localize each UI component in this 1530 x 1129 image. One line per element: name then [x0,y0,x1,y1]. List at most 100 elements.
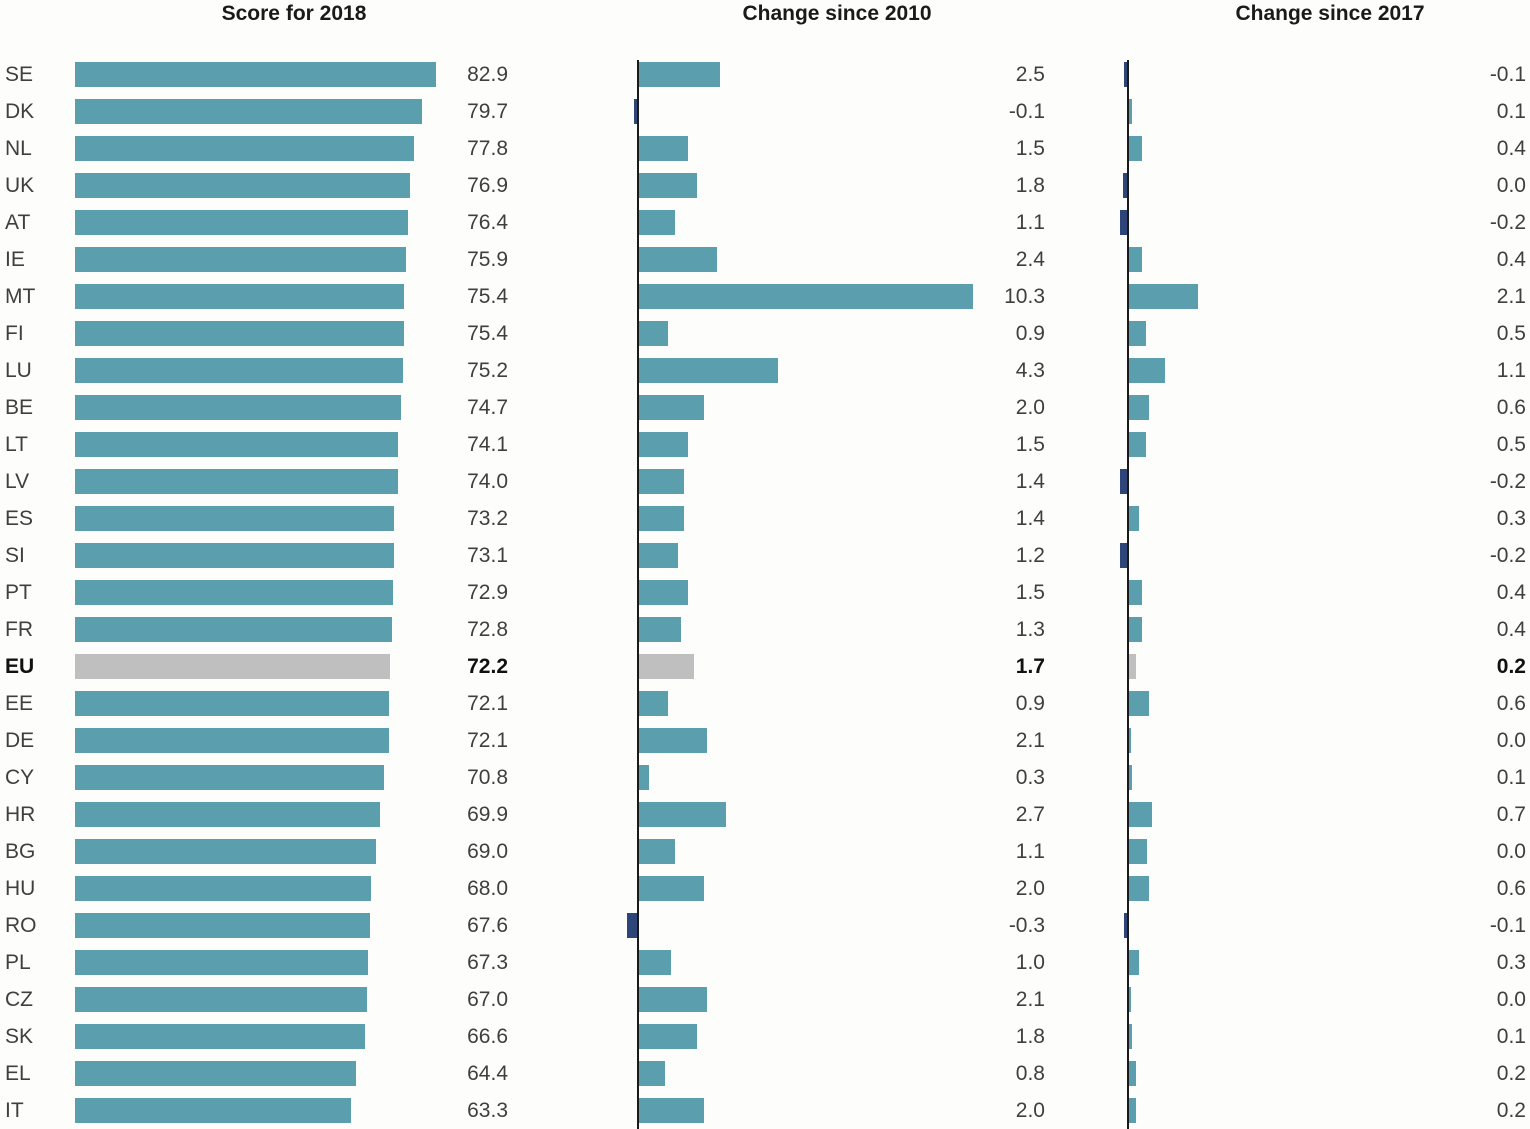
change-2017-value: -0.1 [1489,63,1526,86]
change-2010-bar [639,691,669,716]
change-2017-value: 0.6 [1496,877,1526,900]
change-2010-value: 1.3 [1015,618,1045,641]
change-2010-bar [639,506,685,531]
score-bar [75,358,403,383]
change-2017-bar [1129,654,1136,679]
change-2010-value: 2.0 [1015,396,1045,419]
change-2010-value: -0.1 [1008,100,1045,123]
score-value: 74.1 [467,433,508,456]
change-2010-bar [639,173,698,198]
score-value: 63.3 [467,1099,508,1122]
change-2010-value: 1.2 [1015,544,1045,567]
score-bar [75,580,393,605]
change-2017-value: 0.3 [1496,951,1526,974]
change-2017-value: 0.7 [1496,803,1526,826]
change-2017-value: 0.1 [1496,766,1526,789]
country-code-label: MT [5,285,36,308]
change-2010-bar [639,802,727,827]
score-value: 77.8 [467,137,508,160]
change-2017-bar [1120,543,1127,568]
change-2010-value: -0.3 [1008,914,1045,937]
score-bar [75,62,437,87]
change-2010-value: 1.1 [1015,840,1045,863]
table-row: SK 66.6 1.8 0.1 [0,1018,1530,1055]
score-bar [75,173,411,198]
change-2010-value: 2.1 [1015,988,1045,1011]
country-code-label: FI [5,322,24,345]
table-row: IE 75.9 2.4 0.4 [0,241,1530,278]
change-2017-value: 0.0 [1496,729,1526,752]
table-row: LU 75.2 4.3 1.1 [0,352,1530,389]
table-row: BE 74.7 2.0 0.6 [0,389,1530,426]
change-2010-bar [639,395,704,420]
score-value: 72.2 [467,655,508,678]
table-row: IT 63.3 2.0 0.2 [0,1092,1530,1129]
score-value: 70.8 [467,766,508,789]
change-2017-bar [1129,765,1133,790]
score-bar [75,1024,366,1049]
change-2010-bar [639,284,973,309]
table-row: LV 74.0 1.4 -0.2 [0,463,1530,500]
change-2017-value: -0.2 [1489,470,1526,493]
change-2010-bar [639,617,682,642]
change-2010-bar [639,728,708,753]
country-code-label: SI [5,544,25,567]
country-code-label: DE [5,729,35,752]
table-row: SE 82.9 2.5 -0.1 [0,56,1530,93]
score-bar [75,284,404,309]
change-2017-bar [1129,802,1153,827]
score-bar [75,802,380,827]
change-2017-value: 0.2 [1496,655,1526,678]
score-bar [75,321,404,346]
score-bar [75,247,406,272]
score-bar [75,99,423,124]
change-2010-value: 2.1 [1015,729,1045,752]
score-value: 64.4 [467,1062,508,1085]
score-bar [75,876,372,901]
score-value: 79.7 [467,100,508,123]
panel-title-change-2017: Change since 2017 [1235,2,1425,25]
score-bar [75,395,401,420]
country-code-label: IT [5,1099,24,1122]
table-row: PT 72.9 1.5 0.4 [0,574,1530,611]
change-2017-value: 2.1 [1496,285,1526,308]
table-row: NL 77.8 1.5 0.4 [0,130,1530,167]
change-2010-value: 1.7 [1015,655,1045,678]
change-2017-bar [1129,617,1143,642]
change-2010-bar [639,136,688,161]
change-2017-value: 0.3 [1496,507,1526,530]
change-2010-value: 2.0 [1015,877,1045,900]
score-bar [75,617,393,642]
change-2017-value: 0.4 [1496,618,1526,641]
score-bar [75,987,368,1012]
change-2017-bar [1129,506,1139,531]
change-2017-bar [1129,1024,1133,1049]
change-2017-bar [1129,99,1133,124]
table-row: SI 73.1 1.2 -0.2 [0,537,1530,574]
change-2010-bar [639,1098,704,1123]
change-2017-bar [1129,691,1149,716]
table-row: HR 69.9 2.7 0.7 [0,796,1530,833]
score-bar [75,432,399,457]
score-value: 75.4 [467,285,508,308]
change-2010-bar [633,99,637,124]
change-2010-bar [639,765,649,790]
score-bar [75,1061,356,1086]
change-2017-bar [1129,1061,1136,1086]
country-code-label: ES [5,507,34,530]
change-2017-bar [1129,136,1143,161]
score-value: 73.2 [467,507,508,530]
change-2017-bar [1123,173,1127,198]
change-2017-value: 0.1 [1496,100,1526,123]
score-value: 72.1 [467,692,508,715]
change-2010-bar [639,543,678,568]
country-code-label: HU [5,877,36,900]
score-value: 67.0 [467,988,508,1011]
change-2017-bar [1129,987,1131,1012]
table-row: UK 76.9 1.8 0.0 [0,167,1530,204]
country-code-label: NL [5,137,32,160]
score-bar [75,765,384,790]
country-code-label: HR [5,803,36,826]
change-2010-value: 1.1 [1015,211,1045,234]
